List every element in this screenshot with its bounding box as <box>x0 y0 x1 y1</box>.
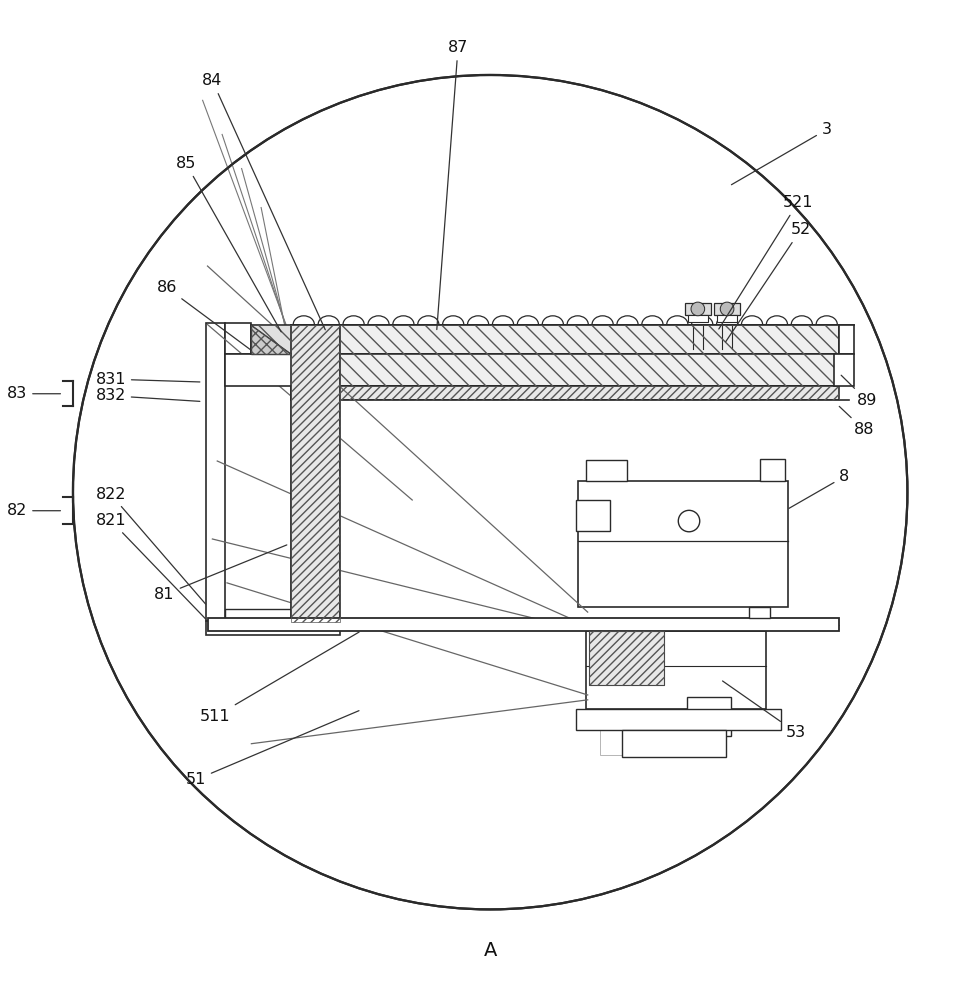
Bar <box>688 315 707 322</box>
Circle shape <box>720 302 734 316</box>
Bar <box>575 709 779 730</box>
Bar <box>717 315 736 322</box>
Bar <box>291 325 838 354</box>
Bar <box>588 631 664 685</box>
Bar <box>225 354 291 386</box>
Text: 831: 831 <box>95 372 200 387</box>
Text: 89: 89 <box>840 375 876 408</box>
Bar <box>225 609 291 621</box>
Bar <box>251 325 291 354</box>
Bar <box>760 459 783 481</box>
Bar <box>225 323 251 354</box>
Bar <box>205 323 225 621</box>
Bar <box>600 726 711 755</box>
Bar <box>585 631 766 709</box>
Bar <box>686 697 730 736</box>
Text: 832: 832 <box>95 388 200 403</box>
Bar <box>575 500 609 531</box>
Circle shape <box>73 75 907 909</box>
Text: 85: 85 <box>176 156 281 332</box>
Text: 88: 88 <box>838 406 873 437</box>
Bar <box>251 325 291 354</box>
Bar <box>838 325 853 354</box>
Text: 3: 3 <box>731 122 830 185</box>
Text: 511: 511 <box>200 632 359 724</box>
Polygon shape <box>251 325 291 354</box>
Bar <box>714 303 739 315</box>
Bar <box>685 303 710 315</box>
Text: 51: 51 <box>186 711 359 787</box>
Text: 53: 53 <box>722 681 805 740</box>
Text: 83: 83 <box>7 386 61 401</box>
Bar <box>205 621 339 635</box>
Text: 87: 87 <box>436 40 467 330</box>
Bar <box>291 325 339 622</box>
Bar <box>291 354 838 386</box>
Bar <box>585 460 626 481</box>
Text: 821: 821 <box>95 513 205 619</box>
Text: 521: 521 <box>718 195 813 329</box>
Bar <box>207 618 838 631</box>
Text: 84: 84 <box>202 73 325 330</box>
Text: 81: 81 <box>155 545 287 602</box>
Bar <box>588 631 664 685</box>
Bar <box>748 607 769 618</box>
Bar <box>291 386 838 400</box>
Text: 8: 8 <box>788 469 849 508</box>
Text: A: A <box>483 941 497 960</box>
Bar <box>577 481 786 607</box>
Text: 86: 86 <box>156 280 250 350</box>
Bar <box>291 325 339 622</box>
Text: 822: 822 <box>95 487 205 604</box>
Text: 52: 52 <box>725 222 810 342</box>
Bar <box>833 354 853 386</box>
Bar <box>621 730 726 757</box>
Bar <box>291 325 838 354</box>
Bar <box>291 354 838 386</box>
Circle shape <box>678 510 699 532</box>
Text: 82: 82 <box>7 503 61 518</box>
Circle shape <box>690 302 704 316</box>
Bar <box>291 386 838 400</box>
